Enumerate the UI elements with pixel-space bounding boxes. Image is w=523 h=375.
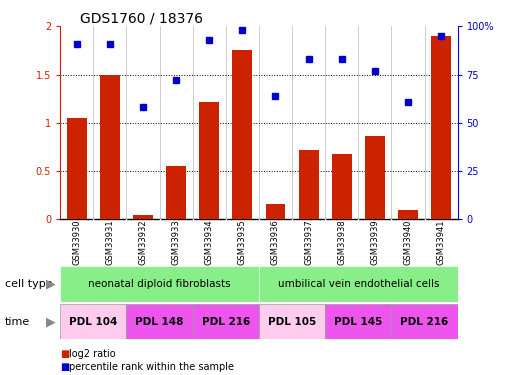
Text: GSM33938: GSM33938: [337, 219, 346, 265]
Text: time: time: [5, 316, 30, 327]
Bar: [332, 154, 351, 219]
Text: GSM33930: GSM33930: [72, 219, 81, 265]
Bar: [391, 304, 458, 339]
Bar: [299, 150, 319, 219]
Text: percentile rank within the sample: percentile rank within the sample: [69, 362, 234, 372]
Text: ■: ■: [60, 350, 70, 359]
Bar: [365, 136, 385, 219]
Bar: [127, 304, 192, 339]
Text: PDL 104: PDL 104: [69, 316, 118, 327]
Text: GSM33941: GSM33941: [437, 219, 446, 265]
Text: GSM33934: GSM33934: [204, 219, 214, 265]
Bar: [67, 118, 87, 219]
Bar: [259, 304, 325, 339]
Text: PDL 216: PDL 216: [202, 316, 250, 327]
Text: PDL 145: PDL 145: [334, 316, 382, 327]
Text: GSM33931: GSM33931: [105, 219, 115, 265]
Bar: [60, 266, 259, 302]
Text: GSM33939: GSM33939: [370, 219, 379, 265]
Text: GSM33932: GSM33932: [139, 219, 147, 265]
Text: PDL 216: PDL 216: [401, 316, 449, 327]
Bar: [192, 304, 259, 339]
Bar: [232, 50, 252, 219]
Text: umbilical vein endothelial cells: umbilical vein endothelial cells: [278, 279, 439, 289]
Text: ▶: ▶: [47, 278, 56, 291]
Bar: [325, 304, 391, 339]
Text: GSM33936: GSM33936: [271, 219, 280, 265]
Text: PDL 105: PDL 105: [268, 316, 316, 327]
Bar: [266, 204, 286, 219]
Bar: [133, 214, 153, 219]
Text: GSM33933: GSM33933: [172, 219, 180, 265]
Text: ▶: ▶: [47, 315, 56, 328]
Text: GSM33935: GSM33935: [238, 219, 247, 265]
Bar: [199, 102, 219, 219]
Text: PDL 148: PDL 148: [135, 316, 184, 327]
Text: GSM33937: GSM33937: [304, 219, 313, 265]
Bar: [398, 210, 418, 219]
Bar: [100, 75, 120, 219]
Text: GSM33940: GSM33940: [403, 219, 413, 265]
Bar: [259, 266, 458, 302]
Text: GDS1760 / 18376: GDS1760 / 18376: [80, 11, 203, 25]
Text: cell type: cell type: [5, 279, 53, 289]
Text: ■: ■: [60, 362, 70, 372]
Text: log2 ratio: log2 ratio: [69, 350, 116, 359]
Bar: [431, 36, 451, 219]
Bar: [166, 166, 186, 219]
Bar: [60, 304, 127, 339]
Text: neonatal diploid fibroblasts: neonatal diploid fibroblasts: [88, 279, 231, 289]
